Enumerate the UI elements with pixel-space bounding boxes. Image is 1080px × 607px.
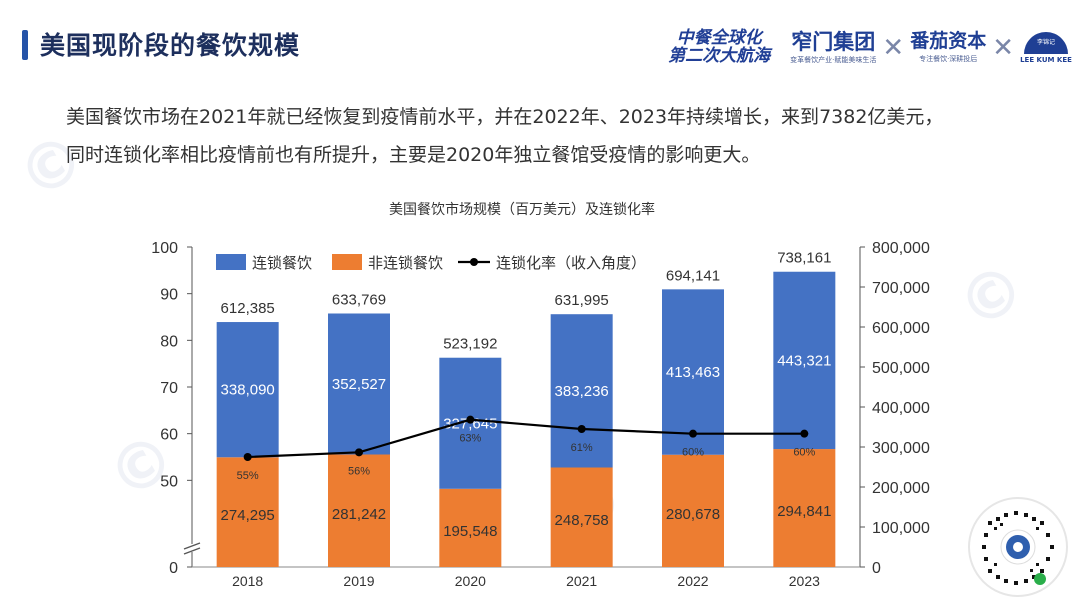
chain-value-label: 338,090 <box>221 382 275 399</box>
chain-rate-point <box>689 429 697 438</box>
qr-code[interactable] <box>968 497 1068 597</box>
fanqie-name: 番茄资本 <box>910 30 987 53</box>
fanqie-logo: 番茄资本 专注餐饮·深耕投后 <box>910 30 987 64</box>
chain-bar <box>328 313 390 455</box>
non-chain-bar <box>662 454 724 567</box>
total-value-label: 738,161 <box>777 250 831 267</box>
non-chain-bar <box>328 454 390 567</box>
non-chain-bar <box>550 467 613 567</box>
description-line2: 同时连锁化率相比疫情前也有所提升，主要是2020年独立餐馆受疫情的影响更大。 <box>66 144 761 166</box>
right-axis-tick-label: 400,000 <box>872 400 930 417</box>
chain-rate-point <box>243 453 252 461</box>
non-chain-value-label: 274,295 <box>221 507 275 524</box>
left-axis-tick-label: 90 <box>160 287 178 304</box>
campaign-line1: 中餐全球化 <box>676 28 762 49</box>
chain-rate-point <box>800 429 809 438</box>
chain-rate-point <box>355 448 363 457</box>
group-name: 窄门集团 <box>791 29 876 54</box>
left-axis-tick-label: 50 <box>160 473 178 490</box>
separator-icon: ✕ <box>992 33 1014 63</box>
x-axis-tick-label: 2019 <box>343 573 374 589</box>
x-axis-tick-label: 2023 <box>789 573 820 589</box>
chain-bar <box>662 289 724 455</box>
legend-label-non-chain: 非连锁餐饮 <box>368 255 443 272</box>
axis-break-mask <box>184 544 200 552</box>
legend-swatch-chain <box>216 254 246 270</box>
chain-rate-label: 60% <box>793 447 815 459</box>
non-chain-value-label: 195,548 <box>443 523 497 540</box>
campaign-line2: 第二次大航海 <box>668 46 771 66</box>
right-axis-tick-label: 0 <box>872 560 881 577</box>
legend-swatch-rate-point <box>470 258 478 266</box>
x-axis-tick-label: 2020 <box>455 573 486 589</box>
chain-value-label: 443,321 <box>777 352 831 369</box>
kk-small-text: 李锦记 <box>1036 39 1055 46</box>
campaign-logo: 中餐全球化 第二次大航海 <box>668 28 771 66</box>
right-axis-tick-label: 200,000 <box>872 480 930 497</box>
kk-name: LEE KUM KEE <box>1020 56 1072 64</box>
right-axis-tick-label: 100,000 <box>872 520 930 537</box>
chain-value-label: 413,463 <box>666 364 720 381</box>
separator-icon: ✕ <box>882 33 905 63</box>
axis-break-mark <box>183 542 201 550</box>
chain-rate-label: 60% <box>682 447 704 459</box>
non-chain-value-label: 280,678 <box>666 506 720 523</box>
non-chain-bar <box>439 488 502 567</box>
group-logo: 窄门集团 变革餐饮产业·赋能美味生活 <box>790 31 876 65</box>
lee-kum-kee-logo: 李锦记 LEE KUM KEE <box>1020 32 1072 64</box>
chain-value-label: 327,645 <box>443 415 497 432</box>
kk-emblem-icon: 李锦记 <box>1024 32 1068 54</box>
chain-rate-label: 61% <box>571 442 593 454</box>
chain-bar <box>216 322 279 458</box>
left-axis-tick-label: 60 <box>160 427 178 444</box>
chain-rate-label: 56% <box>348 465 370 477</box>
non-chain-bar <box>216 457 279 567</box>
total-value-label: 523,192 <box>443 336 497 353</box>
x-axis-tick-label: 2022 <box>677 573 708 589</box>
page-title: 美国现阶段的餐饮规模 <box>40 31 301 60</box>
left-axis-tick-label: 70 <box>160 380 178 397</box>
chain-rate-line <box>247 418 805 459</box>
description: 美国餐饮市场在2021年就已经恢复到疫情前水平，并在2022年、2023年持续增… <box>66 98 1066 174</box>
chain-rate-point <box>577 425 586 433</box>
total-value-label: 694,141 <box>666 267 720 284</box>
right-axis-tick-label: 600,000 <box>872 320 930 337</box>
legend-label-rate: 连锁化率（收入角度） <box>496 255 646 272</box>
total-value-label: 633,769 <box>332 291 386 308</box>
axis-break-mark <box>183 547 201 555</box>
right-axis-tick-label: 800,000 <box>872 240 930 257</box>
total-value-label: 612,385 <box>221 300 275 317</box>
legend-swatch-non-chain <box>332 254 362 270</box>
qr-code-icon <box>982 511 1054 585</box>
fanqie-tagline: 专注餐饮·深耕投后 <box>919 54 978 63</box>
chart-title: 美国餐饮市场规模（百万美元）及连锁化率 <box>389 201 655 217</box>
group-tagline: 变革餐饮产业·赋能美味生活 <box>790 56 877 65</box>
right-axis-tick-label: 300,000 <box>872 440 930 457</box>
title-accent-bar <box>22 30 28 60</box>
non-chain-value-label: 248,758 <box>555 512 609 529</box>
x-axis-tick-label: 2018 <box>232 573 263 589</box>
chain-rate-label: 63% <box>459 433 481 445</box>
chain-value-label: 383,236 <box>555 383 609 400</box>
left-axis-tick-label: 80 <box>160 333 178 350</box>
left-axis-tick-label: 100 <box>151 240 178 257</box>
chain-rate-point <box>466 415 475 424</box>
description-line1: 美国餐饮市场在2021年就已经恢复到疫情前水平，并在2022年、2023年持续增… <box>66 106 944 128</box>
non-chain-value-label: 294,841 <box>777 503 831 520</box>
chain-bar <box>550 314 613 468</box>
non-chain-value-label: 281,242 <box>332 506 386 523</box>
x-axis-tick-label: 2021 <box>566 573 597 589</box>
right-axis-tick-label: 700,000 <box>872 280 930 297</box>
non-chain-bar <box>773 449 836 567</box>
chain-rate-label: 55% <box>237 470 259 482</box>
chain-value-label: 352,527 <box>332 376 386 393</box>
partner-logos: 中餐全球化 第二次大航海 窄门集团 变革餐饮产业·赋能美味生活 ✕ 番茄资本 专… <box>668 18 1072 78</box>
left-axis-tick-label: 0 <box>169 560 178 577</box>
right-axis-tick-label: 500,000 <box>872 360 930 377</box>
chain-bar <box>773 271 836 450</box>
total-value-label: 631,995 <box>555 292 609 309</box>
legend-label-chain: 连锁餐饮 <box>252 255 312 272</box>
